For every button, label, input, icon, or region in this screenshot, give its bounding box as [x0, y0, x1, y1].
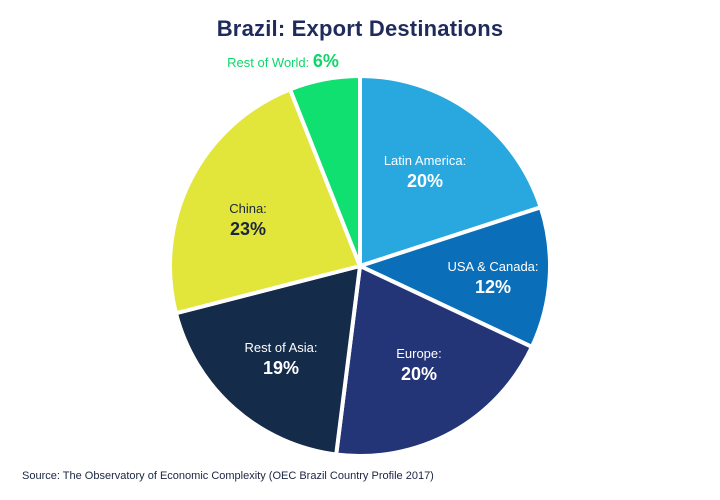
slice-name-usa-canada: USA & Canada: — [447, 259, 538, 274]
chart-title: Brazil: Export Destinations — [216, 16, 504, 41]
slice-name-latin-america: Latin America: — [384, 153, 466, 168]
pie-slice-china — [168, 87, 362, 316]
slice-name-rest-of-asia: Rest of Asia: — [245, 340, 318, 355]
pie-slice-usa-canada — [358, 205, 552, 349]
source-note: Source: The Observatory of Economic Comp… — [22, 470, 434, 482]
slice-value-europe: 20% — [401, 364, 437, 384]
pie-slice-europe — [334, 264, 534, 458]
slice-value-usa-canada: 12% — [475, 277, 511, 297]
slice-value-rest-of-asia: 19% — [263, 358, 299, 378]
pie-slice-rest-of-asia — [173, 264, 362, 457]
slice-name-china: China: — [229, 201, 267, 216]
slice-value-china: 23% — [230, 219, 266, 239]
pie-labels: Latin America: 20% USA & Canada: 12% Europe:… — [227, 51, 538, 384]
pie-slices — [168, 74, 552, 458]
pie-slice-latin-america — [358, 74, 543, 268]
slice-label-rest-of-world: Rest of World: 6% — [227, 51, 339, 71]
pie-slice-rest-of-world — [288, 74, 362, 268]
slice-value-latin-america: 20% — [407, 171, 443, 191]
slice-name-europe: Europe: — [396, 346, 442, 361]
